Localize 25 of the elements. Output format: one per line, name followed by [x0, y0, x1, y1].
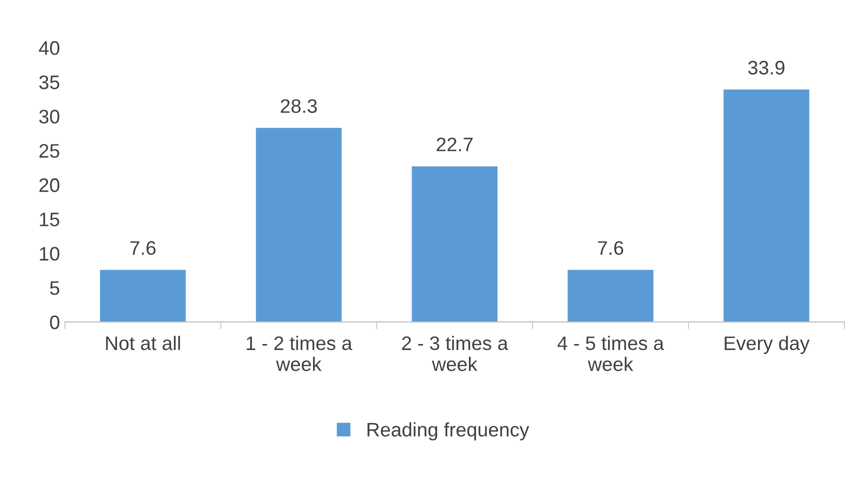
x-tick-label: 2 - 3 times a week: [402, 336, 508, 372]
y-tick-label: 40: [38, 41, 60, 55]
data-label: 33.9: [748, 60, 784, 75]
bar: [100, 270, 186, 322]
x-tick-label: 1 - 2 times a week: [246, 336, 352, 372]
data-label: 22.7: [436, 138, 473, 152]
y-tick-label: 5: [50, 281, 60, 295]
data-label: 7.6: [130, 241, 156, 255]
y-tick-label: 30: [39, 110, 60, 124]
y-tick-label: 15: [40, 212, 60, 226]
y-tick-label: 35: [39, 75, 60, 90]
bar: [256, 128, 342, 322]
legend-label: Reading frequency: [368, 422, 530, 440]
data-label: 28.3: [280, 99, 317, 113]
y-tick-label: 20: [39, 178, 60, 192]
y-tick-label: 10: [40, 246, 60, 261]
y-tick-label: 25: [39, 144, 60, 158]
bar: [724, 90, 810, 322]
y-tick-label: 0: [50, 315, 60, 330]
x-tick-label: 4 - 5 times a week: [557, 336, 664, 372]
bar: [568, 270, 654, 322]
x-tick-label: Every day: [724, 336, 810, 354]
data-label: 7.6: [598, 241, 624, 255]
x-tick-label: Not at all: [106, 336, 180, 350]
bar: [412, 166, 498, 322]
